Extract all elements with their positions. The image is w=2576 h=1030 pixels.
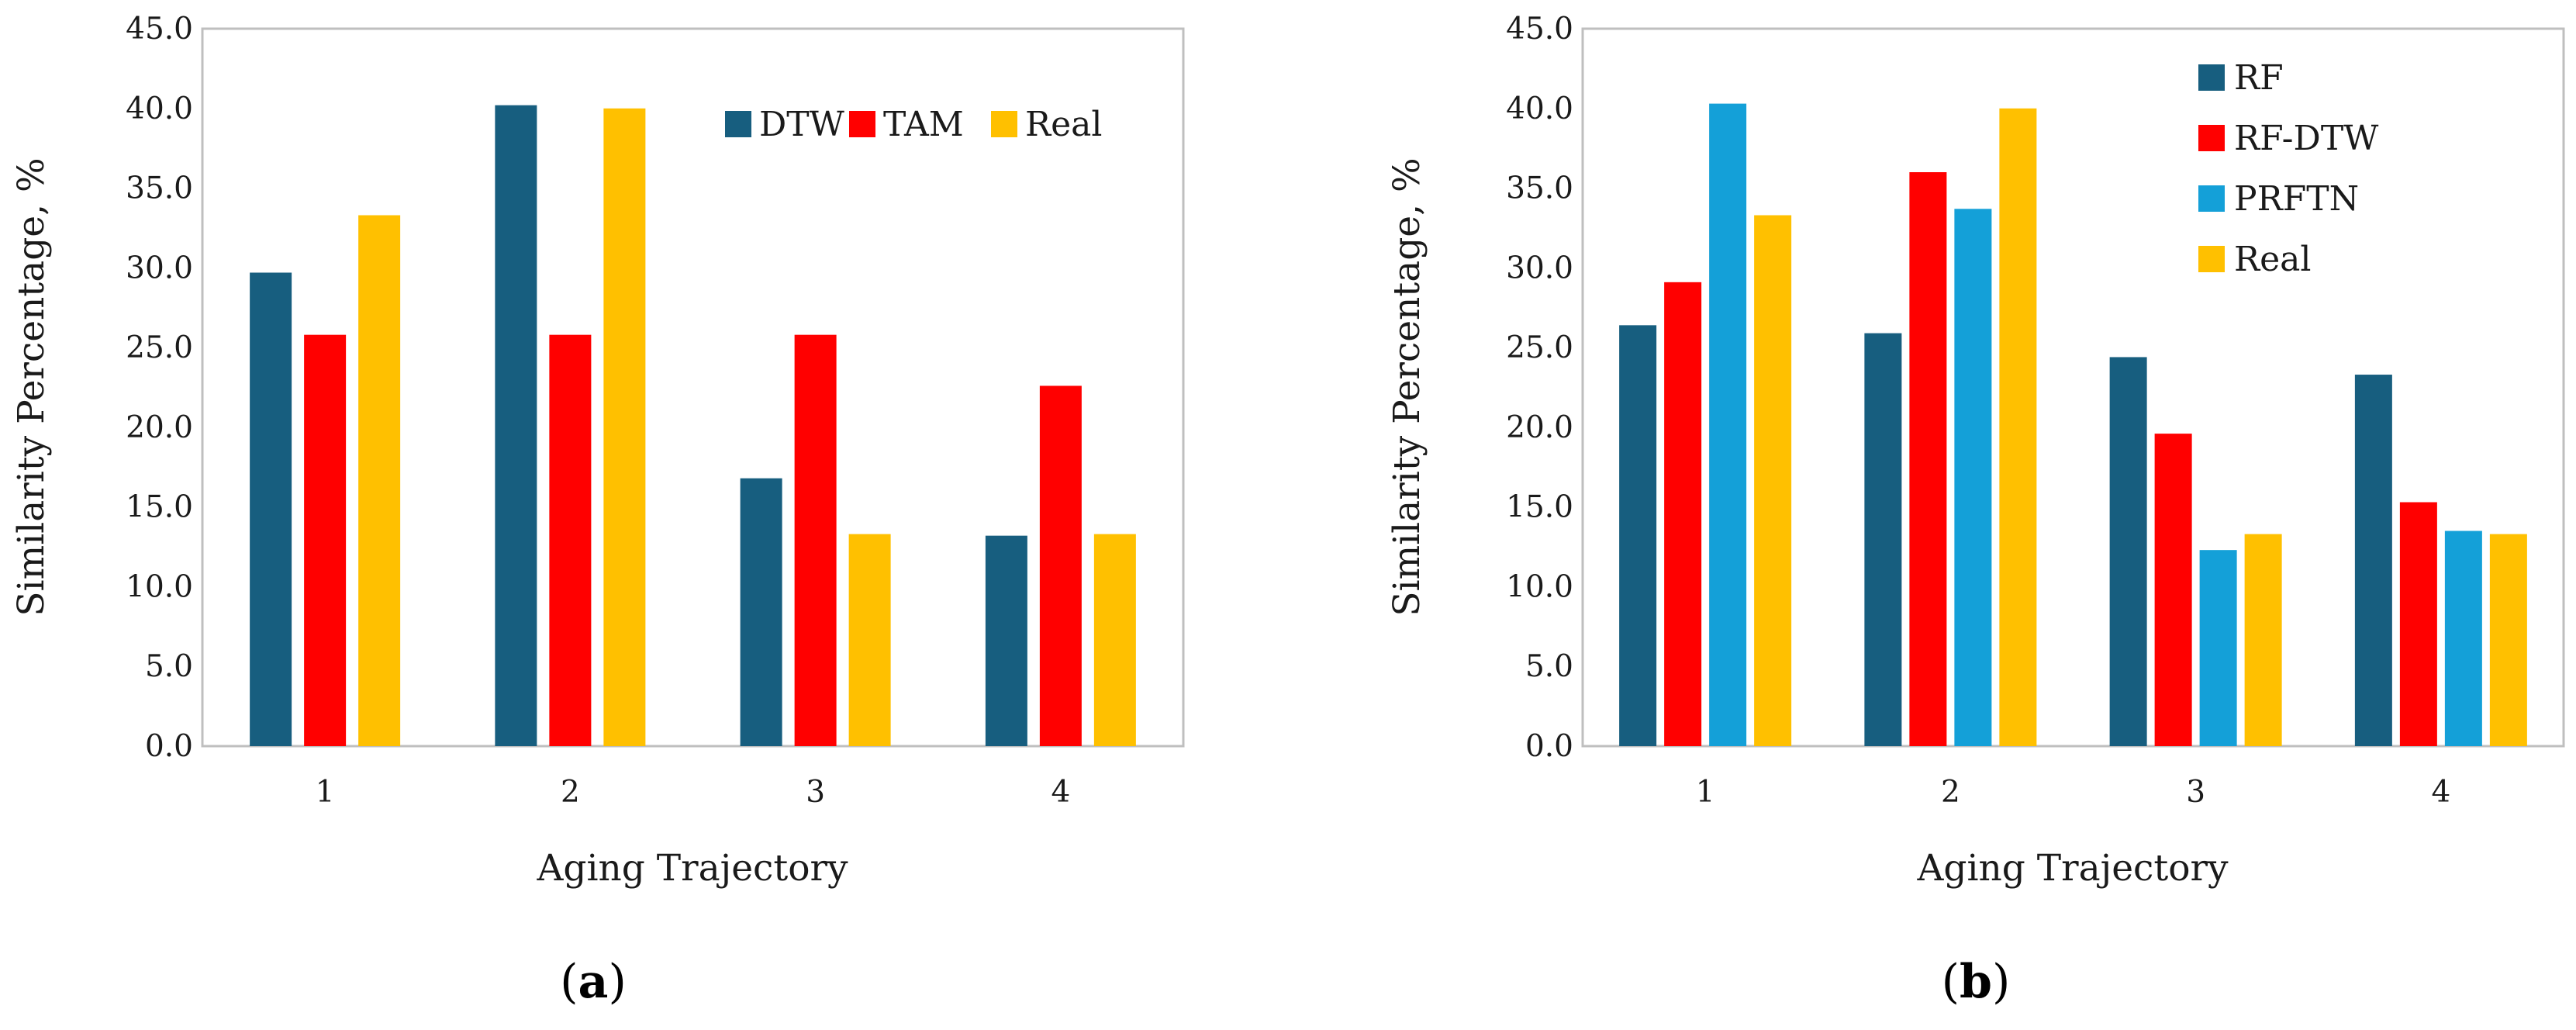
legend-label-rf: RF bbox=[2234, 58, 2284, 98]
x-tick-label: 4 bbox=[2431, 775, 2450, 810]
bar-rf-dtw-4 bbox=[2399, 502, 2437, 746]
caption-b: (b) bbox=[1942, 955, 2011, 1009]
bar-rf-2 bbox=[1864, 333, 1902, 747]
x-tick-label: 1 bbox=[1696, 775, 1715, 810]
bar-rf-4 bbox=[2354, 375, 2392, 746]
plot-area-frame-a bbox=[201, 27, 1185, 748]
x-tick-label: 2 bbox=[561, 775, 580, 810]
y-axis-title-b: Similarity Percentage, % bbox=[1386, 157, 1428, 616]
y-tick-label: 20.0 bbox=[1506, 410, 1573, 445]
bars-b bbox=[1619, 103, 2527, 747]
y-tick-label: 30.0 bbox=[1506, 251, 1573, 285]
y-tick-label: 40.0 bbox=[1506, 92, 1573, 126]
y-tick-label: 5.0 bbox=[1525, 649, 1573, 684]
x-tick-label: 1 bbox=[316, 775, 335, 810]
bar-dtw-3 bbox=[740, 478, 782, 746]
bar-prftn-3 bbox=[2199, 550, 2237, 746]
legend-label-real: Real bbox=[1025, 105, 1102, 144]
y-tick-label: 35.0 bbox=[126, 171, 193, 206]
caption-a-open: ( bbox=[560, 955, 578, 1009]
bar-rf-1 bbox=[1619, 325, 1657, 746]
y-tick-label: 45.0 bbox=[1506, 12, 1573, 47]
bar-real-4 bbox=[1093, 534, 1136, 746]
bar-real-1 bbox=[1754, 215, 1792, 746]
x-tick-label: 3 bbox=[806, 775, 825, 810]
y-tick-label: 40.0 bbox=[126, 92, 193, 126]
bar-rf-dtw-2 bbox=[1909, 172, 1947, 746]
caption-b-close: ) bbox=[1992, 955, 2010, 1009]
bar-tam-1 bbox=[304, 334, 347, 747]
bar-prftn-1 bbox=[1709, 103, 1747, 747]
legend-swatch-tam bbox=[849, 111, 875, 137]
x-tick-label: 4 bbox=[1051, 775, 1070, 810]
caption-a-close: ) bbox=[608, 955, 626, 1009]
caption-b-letter: b bbox=[1960, 955, 1992, 1009]
legend-swatch-real bbox=[2198, 246, 2225, 272]
plot-area-frame-b bbox=[1581, 27, 2565, 748]
bar-real-4 bbox=[2489, 534, 2527, 746]
bar-dtw-1 bbox=[250, 272, 292, 746]
bar-real-1 bbox=[358, 215, 401, 746]
y-tick-labels-b: 0.0 5.0 10.0 15.0 20.0 25.0 30.0 35.0 40.0 45.0 bbox=[1506, 12, 1573, 764]
bar-dtw-2 bbox=[495, 105, 537, 746]
y-tick-label: 35.0 bbox=[1506, 171, 1573, 206]
legend-b: RF RF-DTW PRFTN Real bbox=[2198, 58, 2379, 279]
x-axis-title-b: Aging Trajectory bbox=[1916, 847, 2229, 890]
y-tick-label: 25.0 bbox=[1506, 330, 1573, 365]
caption-a-letter: a bbox=[578, 955, 609, 1009]
x-tick-labels-b: 1 2 3 4 bbox=[1696, 775, 2451, 810]
legend-swatch-real bbox=[991, 111, 1017, 137]
bar-real-3 bbox=[2244, 534, 2282, 746]
bar-rf-dtw-1 bbox=[1664, 282, 1702, 746]
y-tick-label: 20.0 bbox=[126, 410, 193, 445]
y-tick-label: 30.0 bbox=[126, 251, 193, 285]
x-axis-title-a: Aging Trajectory bbox=[536, 847, 848, 890]
legend-label-tam: TAM bbox=[883, 105, 964, 144]
bar-rf-3 bbox=[2109, 357, 2147, 746]
caption-b-open: ( bbox=[1942, 955, 1960, 1009]
bar-tam-2 bbox=[549, 334, 592, 747]
bar-real-3 bbox=[848, 534, 891, 746]
y-axis-title-a: Similarity Percentage, % bbox=[10, 157, 53, 616]
legend-label-real: Real bbox=[2234, 240, 2311, 279]
bar-tam-3 bbox=[794, 334, 837, 747]
y-tick-label: 0.0 bbox=[1525, 729, 1573, 764]
x-tick-label: 2 bbox=[1941, 775, 1960, 810]
y-tick-labels-a: 0.0 5.0 10.0 15.0 20.0 25.0 30.0 35.0 40.0 45.0 bbox=[126, 12, 193, 764]
bar-real-2 bbox=[1999, 108, 2037, 746]
legend-label-prftn: PRFTN bbox=[2234, 179, 2359, 219]
legend-label-dtw: DTW bbox=[759, 105, 845, 144]
legend-swatch-dtw bbox=[725, 111, 751, 137]
bar-dtw-4 bbox=[985, 535, 1027, 746]
y-tick-label: 10.0 bbox=[1506, 569, 1573, 604]
bar-prftn-2 bbox=[1954, 209, 1992, 746]
legend-swatch-rf-dtw bbox=[2198, 125, 2225, 151]
bar-prftn-4 bbox=[2444, 531, 2482, 746]
legend-a: DTW TAM Real bbox=[725, 105, 1102, 144]
chart-b: 0.0 5.0 10.0 15.0 20.0 25.0 30.0 35.0 40.0 45.0 1… bbox=[1386, 12, 2565, 890]
y-tick-label: 15.0 bbox=[1506, 490, 1573, 525]
y-tick-label: 25.0 bbox=[126, 330, 193, 365]
bar-tam-4 bbox=[1039, 385, 1082, 746]
legend-label-rf-dtw: RF-DTW bbox=[2234, 119, 2379, 158]
x-tick-labels-a: 1 2 3 4 bbox=[316, 775, 1071, 810]
caption-a: (a) bbox=[560, 955, 627, 1009]
y-tick-label: 5.0 bbox=[145, 649, 193, 684]
legend-swatch-prftn bbox=[2198, 185, 2225, 212]
y-tick-label: 10.0 bbox=[126, 569, 193, 604]
x-tick-label: 3 bbox=[2186, 775, 2205, 810]
chart-a: 0.0 5.0 10.0 15.0 20.0 25.0 30.0 35.0 40.0 45.0 1… bbox=[10, 12, 1185, 890]
legend-swatch-rf bbox=[2198, 64, 2225, 91]
bar-rf-dtw-3 bbox=[2154, 434, 2192, 746]
bar-real-2 bbox=[603, 108, 646, 746]
y-tick-label: 45.0 bbox=[126, 12, 193, 47]
y-tick-label: 0.0 bbox=[145, 729, 193, 764]
y-tick-label: 15.0 bbox=[126, 490, 193, 525]
bars-a bbox=[250, 105, 1136, 747]
